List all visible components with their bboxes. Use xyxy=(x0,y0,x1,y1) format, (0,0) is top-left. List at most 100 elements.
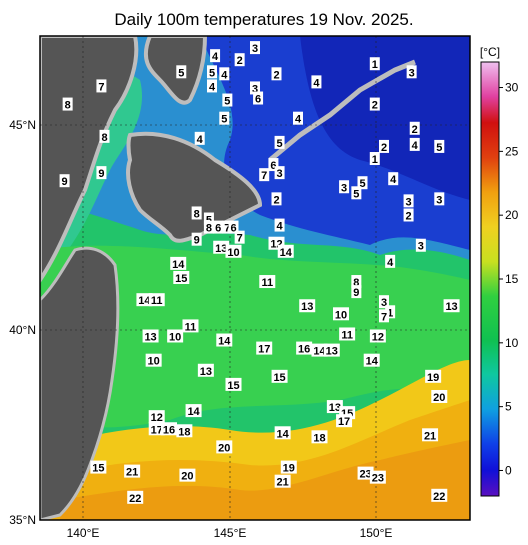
temperature-value: 23 xyxy=(372,473,384,485)
temperature-label: 12 xyxy=(148,410,165,424)
temperature-value: 11 xyxy=(151,295,163,307)
temperature-label: 3 xyxy=(415,238,426,253)
temperature-value: 4 xyxy=(412,140,419,152)
temperature-value: 19 xyxy=(427,372,439,384)
temperature-value: 23 xyxy=(359,469,371,481)
temperature-value: 5 xyxy=(206,215,212,227)
temperature-value: 10 xyxy=(148,356,160,368)
colorbar-ticks: 0 5 10 15 20 25 30 xyxy=(499,81,519,477)
temperature-value: 1 xyxy=(372,154,378,166)
temperature-value: 17 xyxy=(151,424,163,436)
temperature-label: 20 xyxy=(179,468,196,483)
temperature-value: 7 xyxy=(381,311,387,323)
temperature-label: 15 xyxy=(173,271,190,285)
temperature-label: 1 xyxy=(385,305,396,319)
colorbar-tick-label: 15 xyxy=(505,272,519,286)
temperature-value: 3 xyxy=(381,297,387,309)
temperature-label: 5 xyxy=(207,65,217,79)
temperature-label: 8 xyxy=(191,206,202,220)
temperature-value: 4 xyxy=(313,77,320,89)
temperature-label: 13 xyxy=(142,329,159,343)
graticule xyxy=(40,36,470,520)
temperature-label: 16 xyxy=(161,422,177,436)
temperature-label: 18 xyxy=(176,424,193,438)
temperature-label: 3 xyxy=(403,194,414,208)
temperature-label: 2 xyxy=(409,121,420,136)
temperature-label: 2 xyxy=(271,67,282,81)
temperature-label: 16 xyxy=(296,341,313,356)
temperature-value: 9 xyxy=(194,235,200,247)
temperature-value: 2 xyxy=(237,55,243,67)
temperature-value: 3 xyxy=(418,241,424,253)
temperature-value: 8 xyxy=(101,132,107,144)
temperature-value: 10 xyxy=(227,247,239,259)
temperature-label: 4 xyxy=(388,172,399,186)
temperature-label: 17 xyxy=(256,341,273,356)
temperature-value: 14 xyxy=(218,336,231,348)
temperature-value: 9 xyxy=(62,176,68,188)
temperature-label: 4 xyxy=(210,49,221,63)
warmest-water xyxy=(60,440,470,520)
temperature-label: 14 xyxy=(277,244,294,259)
temperature-value: 22 xyxy=(129,493,141,505)
temperature-label: 11 xyxy=(182,319,199,333)
temperature-label: 13 xyxy=(197,363,214,378)
temperature-label: 4 xyxy=(194,131,205,146)
colorbar-tick-label: 0 xyxy=(505,463,512,477)
temperature-value: 22 xyxy=(433,491,445,503)
temperature-value: 4 xyxy=(390,174,397,186)
temperature-label: 14 xyxy=(185,404,202,418)
temperature-value: 15 xyxy=(92,463,104,475)
temperature-label: 13 xyxy=(299,299,316,313)
temperature-value: 13 xyxy=(326,346,338,358)
temperature-value: 2 xyxy=(406,210,412,222)
colorbar-tick-label: 25 xyxy=(505,144,519,158)
temperature-value: 8 xyxy=(206,223,212,235)
temperature-label: 4 xyxy=(293,111,303,126)
temperature-label: 22 xyxy=(127,490,144,505)
temperature-label: 5 xyxy=(219,111,230,126)
map-area xyxy=(40,36,470,520)
temperature-label: 15 xyxy=(271,369,288,384)
temperature-label: 4 xyxy=(409,137,420,152)
temperature-label: 4 xyxy=(207,79,217,93)
temperature-value: 21 xyxy=(424,430,436,442)
temperature-label: 14 xyxy=(363,353,380,368)
temperature-label: 2 xyxy=(379,139,389,154)
temperature-label: 22 xyxy=(431,488,448,503)
temperature-value: 16 xyxy=(163,424,175,436)
temperature-label: 9 xyxy=(96,166,107,180)
temperature-value: 5 xyxy=(209,67,215,79)
temperature-label: 7 xyxy=(379,309,389,323)
temperature-value: 6 xyxy=(215,223,221,235)
temperature-label: 9 xyxy=(59,174,70,188)
temperature-value: 13 xyxy=(301,301,313,313)
temperature-label: 11 xyxy=(259,275,276,289)
temperature-value: 2 xyxy=(412,124,418,136)
temperature-value: 4 xyxy=(387,257,394,269)
x-label-140: 140°E xyxy=(67,526,100,540)
colorbar-unit: [°C] xyxy=(480,45,500,59)
temperature-value: 7 xyxy=(237,233,243,245)
temperature-label: 11 xyxy=(339,327,356,341)
temperature-value: 15 xyxy=(227,380,239,392)
temperature-value: 5 xyxy=(359,178,365,190)
temperature-value: 13 xyxy=(445,301,457,313)
temperature-value: 17 xyxy=(338,416,350,428)
colorbar-scale xyxy=(480,61,500,497)
colorbar-tick-label: 30 xyxy=(505,81,519,95)
temperature-label: 14 xyxy=(216,333,233,348)
temperature-value: 14 xyxy=(172,259,185,271)
temperature-value: 11 xyxy=(185,321,197,333)
temperature-label: 2 xyxy=(369,97,380,112)
temperature-label: 2 xyxy=(234,53,245,67)
temperature-value: 4 xyxy=(221,69,228,81)
temperature-value: 3 xyxy=(252,83,258,95)
temperature-label: 5 xyxy=(351,186,362,200)
temperature-label: 6 xyxy=(228,220,239,235)
colorbar-tick-label: 20 xyxy=(505,208,519,222)
temperature-label: 20 xyxy=(216,440,233,454)
temperature-value: 4 xyxy=(212,51,219,63)
temperature-label: 2 xyxy=(271,192,282,206)
